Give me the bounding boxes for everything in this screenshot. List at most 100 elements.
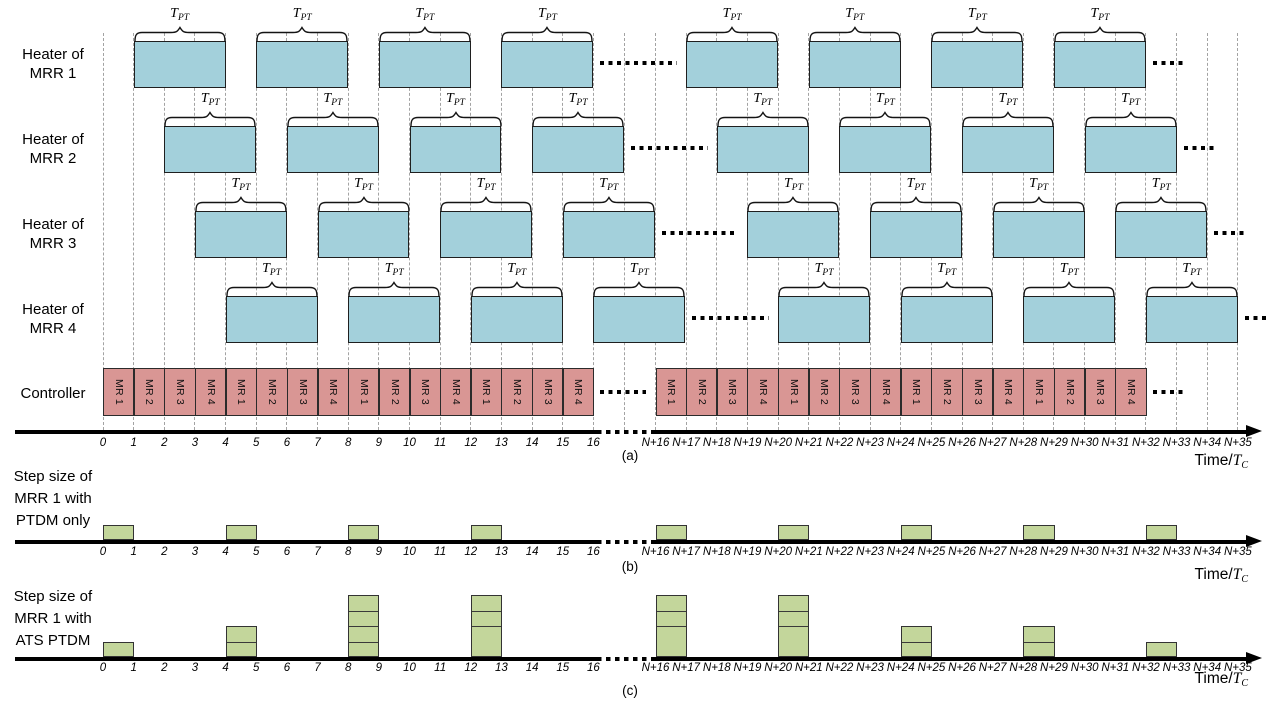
break-dots xyxy=(1152,390,1185,394)
controller-slot-label: MR 2 xyxy=(511,379,524,405)
axis-tick-label: 7 xyxy=(314,437,321,449)
axis-tick-label: N+26 xyxy=(948,437,976,449)
controller-slot-label: MR 2 xyxy=(940,379,953,405)
controller-slot: MR 3 xyxy=(409,368,441,416)
axis-tick-label: N+30 xyxy=(1070,546,1099,558)
axis-tick-label: N+30 xyxy=(1070,437,1099,449)
step-segment-divider xyxy=(349,641,379,643)
step-size-block xyxy=(1145,641,1178,657)
heater-on-block xyxy=(133,41,226,88)
axis-tick-label: 3 xyxy=(191,662,199,674)
controller-slot: MR 4 xyxy=(992,368,1024,416)
step-size-ptdm-label-line3: PTDM only xyxy=(15,512,91,529)
tpt-label: TPT xyxy=(187,91,233,108)
tpt-brace xyxy=(839,111,932,127)
controller-slot: MR 1 xyxy=(103,368,135,416)
tpt-brace xyxy=(133,26,226,42)
heater-on-block xyxy=(1084,126,1177,173)
tpt-symbol: T xyxy=(875,91,884,106)
controller-row-label: Controller xyxy=(20,385,86,402)
time-axis-a-right xyxy=(653,430,1246,434)
axis-tick-label: N+22 xyxy=(825,546,854,558)
step-size-ptdm-label: Step size of MRR 1 with PTDM only xyxy=(0,466,106,532)
tpt-brace xyxy=(563,196,655,212)
time-axis-label-a-subscript: C xyxy=(1241,460,1248,471)
grid-line xyxy=(838,33,840,430)
tpt-symbol: T xyxy=(967,6,976,21)
heater-on-block xyxy=(225,296,318,343)
axis-tick-label: 11 xyxy=(434,662,447,674)
grid-line xyxy=(163,33,165,430)
panel-c-caption: (c) xyxy=(622,683,638,698)
tpt-label: TPT xyxy=(709,6,755,23)
step-size-block xyxy=(225,524,257,540)
tpt-symbol: T xyxy=(231,176,240,191)
axis-tick-label: N+34 xyxy=(1193,546,1222,558)
axis-tick-label: 9 xyxy=(375,437,383,449)
controller-slot-label: MR 1 xyxy=(1032,379,1045,405)
tpt-brace xyxy=(256,26,348,42)
axis-tick-label: N+23 xyxy=(856,662,884,674)
tpt-subscript: PT xyxy=(423,13,435,23)
controller-slot-label: MR 3 xyxy=(541,379,554,405)
axis-tick-label: 8 xyxy=(344,546,352,558)
step-size-block xyxy=(348,595,380,657)
controller-slot-label: MR 1 xyxy=(787,379,800,405)
step-size-block xyxy=(1023,524,1055,540)
axis-tick-label: N+26 xyxy=(948,546,976,558)
tpt-label: TPT xyxy=(893,176,939,193)
step-segment-divider xyxy=(779,610,809,612)
heater-on-block xyxy=(962,126,1054,173)
tpt-symbol: T xyxy=(629,261,638,276)
controller-slot-label: MR 1 xyxy=(480,379,493,405)
axis-tick-label: N+21 xyxy=(794,662,823,674)
axis-tick-label: 15 xyxy=(556,437,570,449)
tpt-subscript: PT xyxy=(637,268,649,278)
tpt-brace xyxy=(225,281,318,297)
tpt-subscript: PT xyxy=(914,183,926,193)
break-dots xyxy=(600,61,678,65)
step-segment-divider xyxy=(349,610,379,612)
break-dots xyxy=(1152,61,1185,65)
tpt-label: TPT xyxy=(1077,6,1123,23)
time-axis-c-right xyxy=(653,657,1246,661)
axis-tick-label: N+34 xyxy=(1193,662,1222,674)
tpt-symbol: T xyxy=(537,6,546,21)
tpt-symbol: T xyxy=(1182,261,1191,276)
heater-on-block xyxy=(348,296,441,343)
controller-slot-label: MR 1 xyxy=(910,379,923,405)
controller-slot: MR 2 xyxy=(808,368,840,416)
tpt-symbol: T xyxy=(783,176,792,191)
controller-slot-label: MR 4 xyxy=(1124,379,1137,405)
heater-on-block xyxy=(992,211,1085,258)
time-axis-label-a-symbol: T xyxy=(1232,452,1242,469)
axis-tick-label: N+19 xyxy=(733,546,762,558)
grid-line xyxy=(133,33,135,430)
tpt-brace xyxy=(1146,281,1238,297)
axis-tick-label: N+24 xyxy=(886,437,915,449)
break-dots xyxy=(1244,316,1268,320)
tpt-subscript: PT xyxy=(1190,268,1202,278)
tpt-symbol: T xyxy=(507,261,516,276)
tpt-label: TPT xyxy=(862,91,908,108)
axis-tick-label: 6 xyxy=(283,546,291,558)
tpt-label: TPT xyxy=(1169,261,1215,278)
tpt-brace xyxy=(900,281,993,297)
heater-3-row-label-line2: MRR 3 xyxy=(29,235,77,252)
time-axis-label-a-prefix: Time/ xyxy=(1194,452,1233,469)
tpt-label: TPT xyxy=(463,176,509,193)
tpt-symbol: T xyxy=(1090,6,1099,21)
controller-slot: MR 1 xyxy=(1023,368,1055,416)
axis-tick-label: N+23 xyxy=(856,546,884,558)
axis-tick-label: N+28 xyxy=(1009,437,1038,449)
tpt-brace xyxy=(931,26,1023,42)
heater-on-block xyxy=(1023,296,1116,343)
axis-tick-label: 5 xyxy=(253,437,260,449)
tpt-subscript: PT xyxy=(607,183,619,193)
time-axis-a-break xyxy=(597,430,653,434)
axis-tick-label: N+29 xyxy=(1040,437,1068,449)
tpt-subscript: PT xyxy=(945,268,957,278)
axis-tick-label: N+31 xyxy=(1101,546,1130,558)
axis-tick-label: N+35 xyxy=(1223,662,1252,674)
time-axis-c-arrowhead xyxy=(1246,652,1262,665)
